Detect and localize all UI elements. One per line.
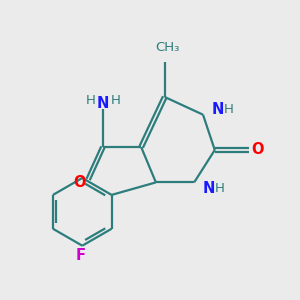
Text: CH₃: CH₃ <box>155 41 180 54</box>
Text: N: N <box>202 182 215 196</box>
Text: H: H <box>215 182 225 195</box>
Text: O: O <box>73 175 86 190</box>
Text: F: F <box>76 248 86 262</box>
Text: H: H <box>85 94 95 107</box>
Text: H: H <box>224 103 233 116</box>
Text: O: O <box>251 142 264 158</box>
Text: N: N <box>211 102 224 117</box>
Text: H: H <box>110 94 120 107</box>
Text: N: N <box>97 96 109 111</box>
